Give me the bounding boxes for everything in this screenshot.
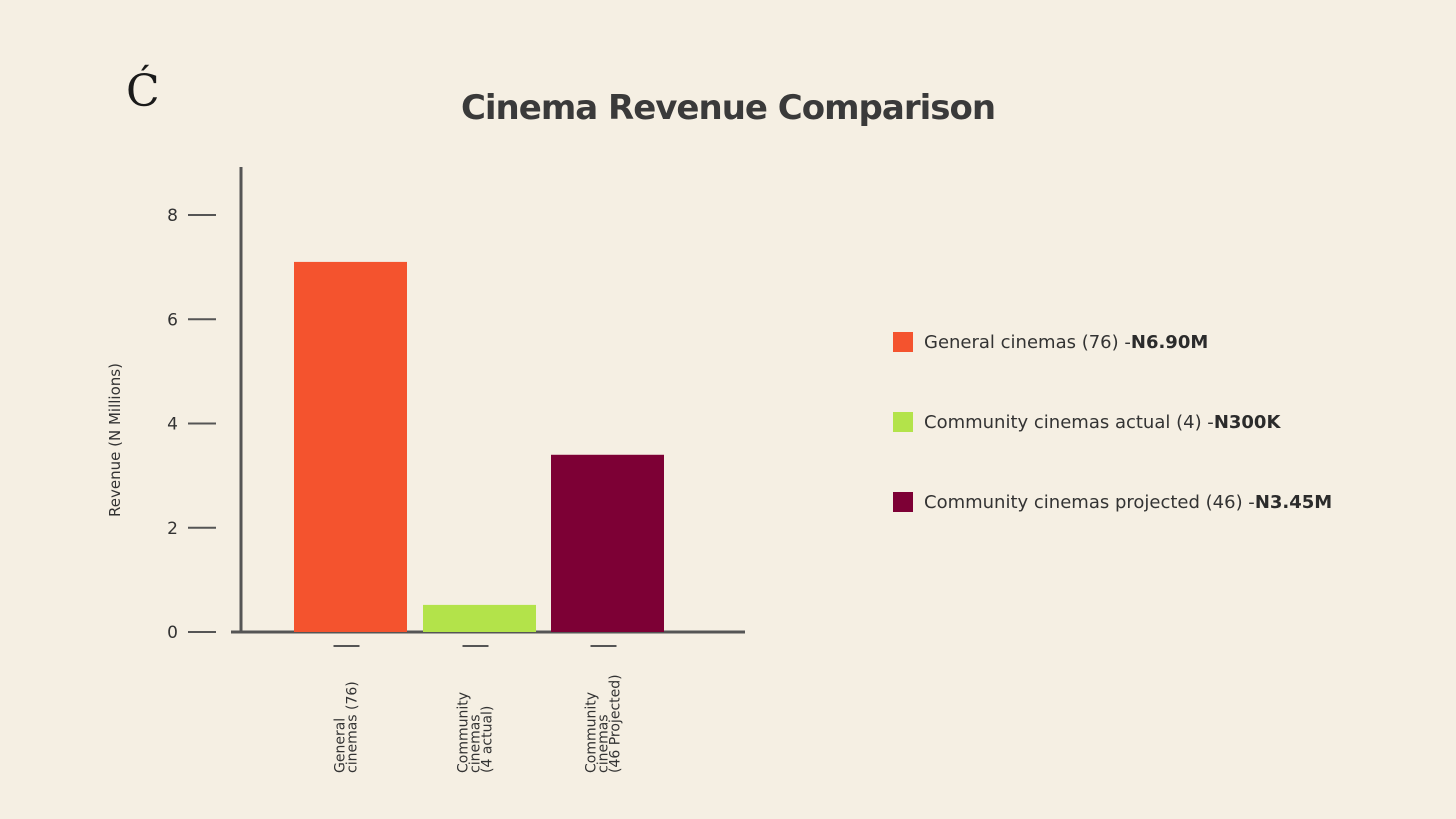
legend-swatch-general [893, 332, 913, 352]
x-tick-label: cinemas [468, 714, 484, 773]
labels: 0 2 4 6 8 Revenue (N Millions) Generalcinemas … [106, 206, 624, 773]
x-tick-label: (4 actual) [480, 706, 496, 773]
y-tick-label: 8 [167, 206, 178, 226]
legend-label-general: General cinemas (76) - [924, 331, 1131, 353]
bar [423, 604, 536, 632]
bar [294, 261, 407, 632]
legend-value-community-actual: N300K [1213, 411, 1281, 433]
bars [294, 261, 664, 632]
x-tick-label: Community [456, 692, 472, 773]
x-tick-label: cinemas [596, 714, 612, 773]
legend-swatch-community-projected [893, 492, 913, 512]
x-tick-label: Community [584, 692, 600, 773]
legend-item-community-actual: Community cinemas actual (4) - N300K [893, 410, 1332, 434]
bar [551, 454, 664, 632]
x-tick-label: General [333, 718, 349, 773]
logo: Ć [126, 66, 160, 117]
legend-item-general: General cinemas (76) - N6.90M [893, 330, 1332, 354]
y-tick-label: 6 [167, 310, 178, 330]
legend-value-general: N6.90M [1130, 331, 1209, 353]
x-tick-label: (46 Projected) [608, 674, 624, 773]
y-tick-label: 4 [167, 415, 178, 435]
y-axis-label: Revenue (N Millions) [106, 363, 124, 517]
chart-title: Cinema Revenue Comparison [460, 88, 996, 128]
x-tick-label: cinemas (76) [345, 681, 361, 773]
legend-value-community-projected: N3.45M [1254, 491, 1333, 513]
legend-label-community-actual: Community cinemas actual (4) - [924, 411, 1214, 433]
legend-swatch-community-actual [893, 412, 913, 432]
legend-label-community-projected: Community cinemas projected (46) - [924, 491, 1255, 513]
legend-item-community-projected: Community cinemas projected (46) - N3.45… [893, 490, 1332, 514]
y-tick-label: 2 [167, 519, 178, 539]
y-tick-label: 0 [167, 623, 178, 643]
legend: General cinemas (76) - N6.90M Community … [893, 330, 1332, 570]
